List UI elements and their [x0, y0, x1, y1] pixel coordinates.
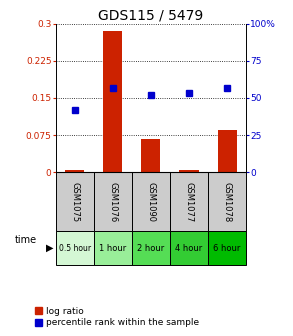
Text: 2 hour: 2 hour	[137, 244, 165, 253]
Bar	[208, 172, 246, 231]
Bar	[179, 170, 198, 172]
Text: time: time	[14, 235, 37, 245]
Text: GSM1077: GSM1077	[185, 181, 193, 222]
Text: ▶: ▶	[46, 243, 54, 253]
Bar	[56, 172, 94, 231]
Text: GSM1078: GSM1078	[223, 181, 231, 222]
Bar	[170, 231, 208, 265]
Text: 1 hour: 1 hour	[99, 244, 127, 253]
Bar	[65, 170, 84, 172]
Bar	[217, 130, 236, 172]
Text: GSM1076: GSM1076	[108, 181, 117, 222]
Text: 0.5 hour: 0.5 hour	[59, 244, 91, 253]
Bar	[56, 231, 94, 265]
Bar	[170, 172, 208, 231]
Text: GSM1090: GSM1090	[146, 182, 155, 222]
Bar	[103, 31, 122, 172]
Text: GSM1075: GSM1075	[70, 181, 79, 222]
Legend: log ratio, percentile rank within the sample: log ratio, percentile rank within the sa…	[34, 306, 200, 328]
Bar	[94, 172, 132, 231]
Bar	[142, 139, 161, 172]
Text: 6 hour: 6 hour	[213, 244, 241, 253]
Bar	[208, 231, 246, 265]
Bar	[132, 231, 170, 265]
Title: GDS115 / 5479: GDS115 / 5479	[98, 8, 204, 23]
Bar	[132, 172, 170, 231]
Text: 4 hour: 4 hour	[175, 244, 203, 253]
Bar	[94, 231, 132, 265]
